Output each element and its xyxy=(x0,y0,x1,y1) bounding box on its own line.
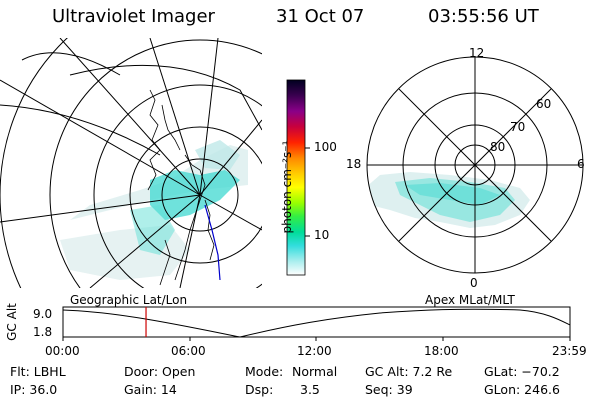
geographic-latitude-info: GLat: −70.2 xyxy=(484,364,560,379)
apex-panel-label: Apex MLat/MLT xyxy=(425,293,515,307)
mlt-label-0: 0 xyxy=(470,276,478,290)
date-label: 31 Oct 07 xyxy=(276,6,365,27)
mlt-label-18: 18 xyxy=(346,157,362,171)
gc-altitude-info: GC Alt: 7.2 Re xyxy=(365,364,453,379)
colorbar-unit-label: photon cm⁻²s⁻¹ xyxy=(280,140,294,234)
time-tick-2359: 23:59 xyxy=(552,344,587,358)
lat-label-70: 70 xyxy=(510,120,526,134)
altitude-ytick-min: 1.8 xyxy=(33,325,53,339)
filter-info: Flt: LBHL xyxy=(10,364,66,379)
mode-value: Normal xyxy=(292,364,338,379)
mode-label: Mode: xyxy=(245,364,284,379)
dsp-label: Dsp: xyxy=(245,382,274,397)
dsp-value: 3.5 xyxy=(300,382,320,397)
satellite-track xyxy=(204,204,221,281)
altitude-plot xyxy=(62,306,571,341)
colorbar xyxy=(286,79,310,276)
lat-label-80: 80 xyxy=(490,140,506,154)
coastline xyxy=(147,89,215,286)
altitude-ylabel: GC Alt xyxy=(5,303,19,341)
polar-plot xyxy=(366,56,584,274)
gain-info: Gain: 14 xyxy=(124,382,177,397)
door-info: Door: Open xyxy=(124,364,196,379)
time-tick-1800: 18:00 xyxy=(424,344,459,358)
lat-label-60: 60 xyxy=(536,97,552,111)
time-tick-0000: 00:00 xyxy=(45,344,80,358)
time-label: 03:55:56 UT xyxy=(428,6,539,27)
ip-info: IP: 36.0 xyxy=(10,382,58,397)
time-tick-0600: 06:00 xyxy=(171,344,206,358)
geographic-panel-label: Geographic Lat/Lon xyxy=(70,293,188,307)
colorbar-tick-100: 100 xyxy=(314,140,337,154)
geographic-longitude-info: GLon: 246.6 xyxy=(484,382,560,397)
colorbar-tick-10: 10 xyxy=(314,228,330,242)
instrument-title: Ultraviolet Imager xyxy=(52,6,215,27)
mlt-label-6: 6 xyxy=(577,157,585,171)
time-tick-1200: 12:00 xyxy=(297,344,332,358)
sequence-info: Seq: 39 xyxy=(365,382,413,397)
mlt-label-12: 12 xyxy=(469,46,485,60)
altitude-ytick-max: 9.0 xyxy=(33,307,53,321)
